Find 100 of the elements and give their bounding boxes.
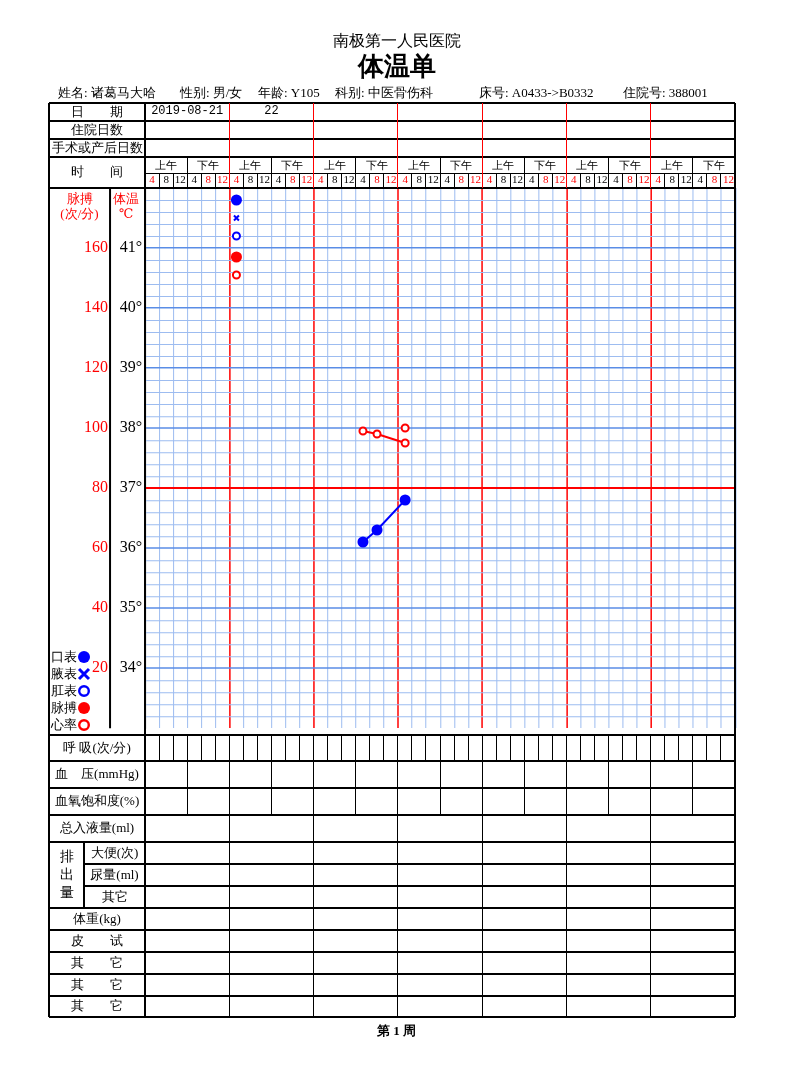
x-tick-label: 8 <box>374 173 381 186</box>
x-tick-label: 8 <box>163 173 170 186</box>
y-tick-label: 80 <box>92 478 109 496</box>
text: 下午 <box>702 158 725 171</box>
y-tick-label: 140 <box>84 298 109 316</box>
x-tick-label: 4 <box>486 173 493 186</box>
text: 年龄: Y105 <box>258 84 320 102</box>
legend-label: 心率 <box>51 715 77 734</box>
x-tick-label: 12 <box>174 173 186 186</box>
text: 其 它 <box>70 953 124 972</box>
x-tick-label: 4 <box>191 173 198 186</box>
x-tick-label: 8 <box>585 173 592 186</box>
x-tick-label: 12 <box>259 173 271 186</box>
y2-tick-label: 40° <box>119 298 143 316</box>
x-tick-label: 4 <box>571 173 578 186</box>
x-tick-label: 4 <box>233 173 240 186</box>
x-tick-label: 12 <box>427 173 439 186</box>
y-tick-label: 20 <box>92 658 109 676</box>
y2-tick-label: 41° <box>119 238 143 256</box>
x-tick-label: 4 <box>149 173 156 186</box>
x-tick-label: 4 <box>360 173 367 186</box>
text: 22 <box>263 103 280 121</box>
y-tick-label: 100 <box>84 418 109 436</box>
x-tick-label: 4 <box>613 173 620 186</box>
y-tick-label: 60 <box>92 538 109 556</box>
text: 第 1 周 <box>376 1022 417 1040</box>
x-tick-label: 8 <box>627 173 634 186</box>
text: 其 它 <box>70 975 124 994</box>
x-tick-label: 12 <box>680 173 692 186</box>
text: 上午 <box>660 158 683 171</box>
x-tick-label: 12 <box>596 173 608 186</box>
text: 下午 <box>534 158 557 171</box>
text: 下午 <box>450 158 473 171</box>
x-tick-label: 4 <box>318 173 325 186</box>
text: 排出量 <box>58 848 75 902</box>
text: 皮 试 <box>70 931 124 950</box>
x-tick-label: 12 <box>216 173 228 186</box>
x-tick-label: 12 <box>385 173 397 186</box>
text: 姓名: 诸葛马大哈 <box>58 84 156 102</box>
text: 大便(次) <box>89 843 140 862</box>
text: 手术或产后日数 <box>50 139 144 157</box>
x-tick-label: 8 <box>711 173 718 186</box>
x-tick-label: 8 <box>500 173 507 186</box>
text: 上午 <box>323 158 346 171</box>
x-tick-label: 12 <box>554 173 566 186</box>
x-tick-label: 12 <box>469 173 481 186</box>
x-tick-label: 8 <box>669 173 676 186</box>
text: 尿量(ml) <box>89 865 140 884</box>
x-tick-label: 4 <box>444 173 451 186</box>
x-tick-label: 12 <box>343 173 355 186</box>
chart-subtitle: 南极第一人民医院 <box>331 30 462 51</box>
y2-tick-label: 38° <box>119 418 143 436</box>
text: 其 它 <box>70 997 124 1016</box>
text: 上午 <box>492 158 515 171</box>
text: 上午 <box>154 157 179 173</box>
x-tick-label: 12 <box>722 173 734 186</box>
text: 住院号: 388001 <box>623 84 708 102</box>
legend-label: 脉搏 <box>51 698 77 717</box>
x-tick-label: 8 <box>332 173 339 186</box>
x-tick-label: 8 <box>542 173 549 186</box>
x-tick-label: 4 <box>655 173 662 186</box>
text: 住院日数 <box>70 121 124 139</box>
x-tick-label: 4 <box>402 173 409 186</box>
text: 2019-08-21 <box>150 103 225 121</box>
y2-tick-label: 34° <box>119 658 143 676</box>
x-tick-label: 8 <box>247 173 254 186</box>
x-tick-label: 8 <box>458 173 465 186</box>
chart-title: 体温单 <box>356 52 437 82</box>
x-tick-label: 12 <box>301 173 313 186</box>
x-tick-label: 8 <box>205 173 212 186</box>
text: 其它 <box>100 887 129 906</box>
x-tick-label: 4 <box>275 173 282 186</box>
text: 上午 <box>407 158 430 171</box>
text: 总入液量(ml) <box>58 819 136 838</box>
y2-tick-label: 37° <box>119 478 143 496</box>
x-tick-label: 12 <box>512 173 524 186</box>
y2-tick-label: 35° <box>119 598 143 616</box>
text: 性别: 男/女 <box>180 84 243 102</box>
y-tick-label: 120 <box>84 358 109 376</box>
text: 上午 <box>239 158 262 171</box>
y-tick-label: 160 <box>84 238 109 256</box>
text: 床号: A0433->B0332 <box>479 84 594 102</box>
x-tick-label: 12 <box>638 173 650 186</box>
text: 上午 <box>576 158 599 171</box>
text: 呼 吸(次/分) <box>62 738 132 757</box>
legend-label: 肛表 <box>51 681 77 700</box>
x-tick-label: 4 <box>697 173 704 186</box>
text: 下午 <box>365 158 388 171</box>
text: 血 压(mmHg) <box>54 765 140 784</box>
y-tick-label: 40 <box>92 598 109 616</box>
text: 日 期 <box>70 103 124 121</box>
text: 体重(kg) <box>72 909 122 928</box>
text: 血氧饱和度(%) <box>53 792 141 811</box>
x-axis-title: 时 间 <box>70 163 124 182</box>
y-axis-title: 脉搏 (次/分) <box>59 190 100 223</box>
y2-axis-title: 体温 ℃ <box>112 190 140 223</box>
y2-tick-label: 39° <box>119 358 143 376</box>
x-tick-label: 8 <box>289 173 296 186</box>
text: 下午 <box>281 158 304 171</box>
text: 下午 <box>618 158 641 171</box>
